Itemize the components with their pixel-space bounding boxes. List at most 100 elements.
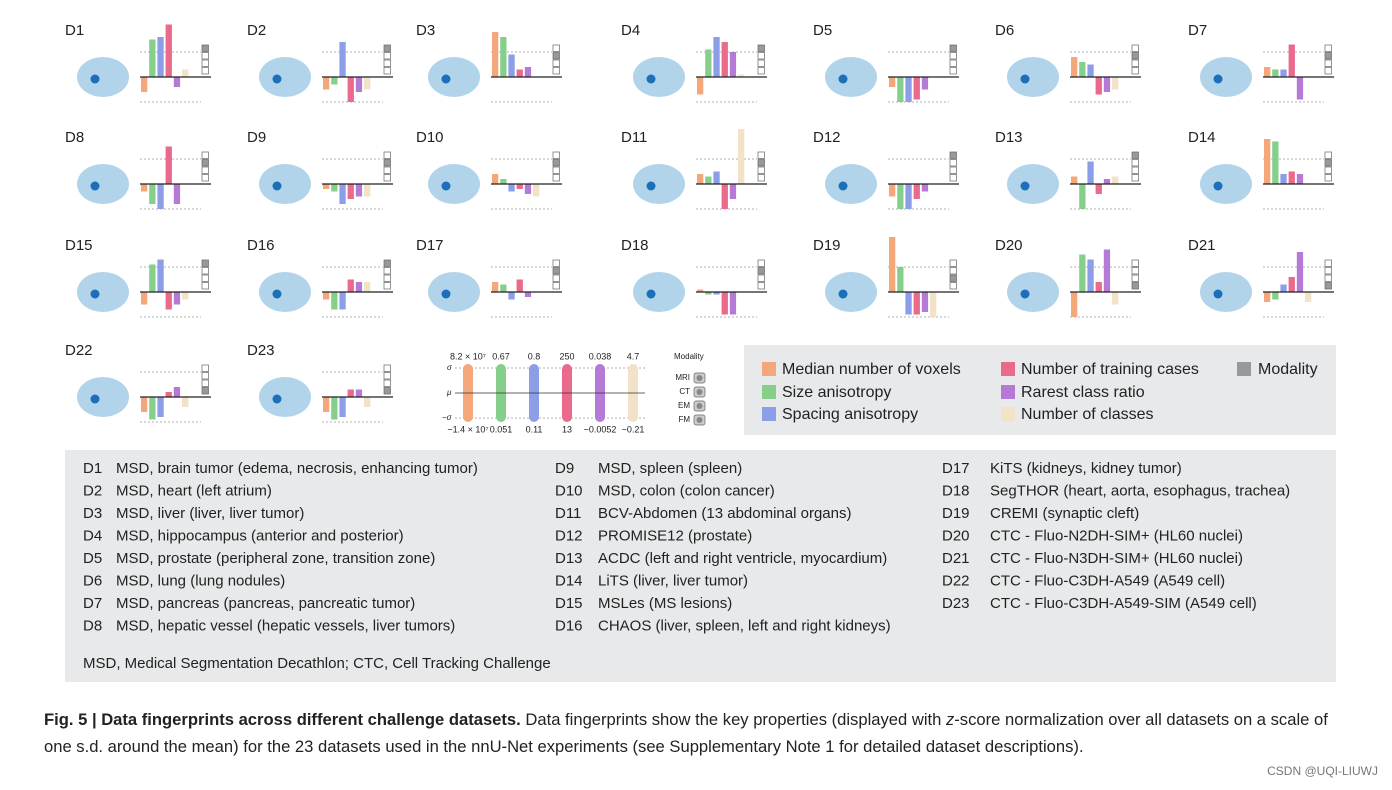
dataset-id: D8	[65, 129, 84, 146]
fingerprint-bar	[355, 77, 363, 92]
modality-box	[949, 274, 957, 282]
fingerprint-bar	[705, 292, 712, 295]
description-id: D4	[83, 527, 102, 544]
key-top: 8.2 × 10⁷	[450, 351, 486, 361]
fingerprint-bar	[500, 284, 507, 292]
modality-box	[1131, 282, 1139, 290]
description-id: D13	[555, 550, 583, 567]
description-text: ACDC (left and right ventricle, myocardi…	[598, 550, 887, 567]
description-text: CTC - Fluo-C3DH-A549 (A549 cell)	[990, 572, 1225, 589]
dataset-id: D11	[621, 129, 647, 146]
legend-label: Rarest class ratio	[1021, 384, 1145, 401]
fingerprint-bar	[913, 184, 920, 199]
description-id: D10	[555, 482, 583, 499]
dataset-id: D1	[65, 22, 84, 39]
description-id: D16	[555, 617, 583, 634]
fingerprint-bar	[1079, 254, 1086, 292]
organ-icon	[77, 164, 129, 204]
modality-box	[1131, 274, 1139, 282]
key-bottom: −1.4 × 10⁷	[447, 424, 488, 434]
modality-box	[201, 52, 209, 60]
modality-box	[1131, 151, 1139, 159]
fingerprint-bar	[1095, 77, 1102, 95]
fingerprint-bar	[1087, 259, 1094, 292]
description-id: D3	[83, 505, 102, 522]
modality-box	[201, 387, 209, 395]
fingerprint-bar	[721, 184, 728, 209]
description-id: D2	[83, 482, 102, 499]
dataset-id: D15	[65, 237, 93, 254]
organ-icon	[1007, 57, 1059, 97]
description-id: D9	[555, 460, 574, 477]
description-text: MSD, brain tumor (edema, necrosis, enhan…	[116, 460, 478, 477]
fingerprint-bar	[1112, 176, 1119, 184]
modality-box	[383, 259, 391, 267]
description-text: MSD, pancreas (pancreas, pancreatic tumo…	[116, 595, 415, 612]
fingerprint-bar	[524, 184, 532, 194]
fingerprint-bar	[1288, 277, 1295, 292]
fingerprint-bar	[331, 184, 338, 192]
fingerprint-bar	[913, 77, 920, 100]
modality-box	[1131, 67, 1139, 75]
fingerprint-bar	[339, 184, 346, 204]
organ-icon	[259, 164, 311, 204]
description-text: LiTS (liver, liver tumor)	[598, 572, 748, 589]
fingerprint-bar	[508, 292, 515, 300]
fingerprint-bar	[1079, 62, 1086, 77]
key-top: 0.67	[492, 351, 510, 361]
organ-icon	[633, 164, 685, 204]
modality-box	[383, 274, 391, 282]
description-text: MSLes (MS lesions)	[598, 595, 732, 612]
modality-box	[1324, 52, 1332, 60]
key-top: 250	[559, 351, 574, 361]
modality-box	[949, 259, 957, 267]
fingerprint-bar	[1288, 44, 1295, 77]
dataset-id: D21	[1188, 237, 1216, 254]
modality-box	[383, 282, 391, 290]
fingerprint-bar	[913, 292, 920, 315]
fingerprint-bar	[173, 292, 181, 305]
description-id: D21	[942, 550, 970, 567]
fingerprint-bar	[516, 69, 523, 77]
legend-box	[744, 345, 1336, 435]
organ-marker	[441, 289, 451, 299]
dataset-id: D17	[416, 237, 444, 254]
caption: Fig. 5 | Data fingerprints across differ…	[44, 706, 1334, 760]
organ-marker	[838, 181, 848, 191]
fingerprint-bar	[364, 282, 371, 292]
modality-box	[1324, 151, 1332, 159]
key-modality-dot	[696, 375, 703, 381]
fingerprint-bar	[713, 37, 720, 77]
fingerprint-bar	[508, 184, 515, 192]
modality-box	[1131, 166, 1139, 174]
fingerprint-bar	[905, 184, 912, 209]
fingerprint-bar	[1272, 292, 1279, 300]
organ-icon	[825, 164, 877, 204]
fingerprint-bar	[1280, 69, 1287, 77]
modality-box	[757, 59, 765, 67]
modality-box	[949, 159, 957, 167]
modality-box	[201, 174, 209, 182]
fingerprint-bar	[347, 77, 354, 102]
description-id: D23	[942, 595, 970, 612]
legend-swatch	[1001, 362, 1015, 376]
fingerprint-bar	[1112, 292, 1119, 305]
modality-box	[552, 166, 560, 174]
legend-label: Number of classes	[1021, 406, 1154, 423]
organ-marker	[1020, 74, 1030, 84]
description-id: D8	[83, 617, 102, 634]
modality-box	[1131, 259, 1139, 267]
modality-box	[383, 159, 391, 167]
fingerprint-bar	[697, 77, 704, 95]
fingerprint-bar	[323, 397, 330, 412]
modality-box	[201, 44, 209, 52]
modality-box	[552, 52, 560, 60]
fingerprint-bar	[897, 184, 904, 209]
organ-marker	[1213, 74, 1223, 84]
modality-box	[201, 67, 209, 75]
organ-icon	[259, 57, 311, 97]
caption-italic: z	[945, 710, 955, 729]
description-id: D5	[83, 550, 102, 567]
fingerprint-bar	[331, 292, 338, 310]
